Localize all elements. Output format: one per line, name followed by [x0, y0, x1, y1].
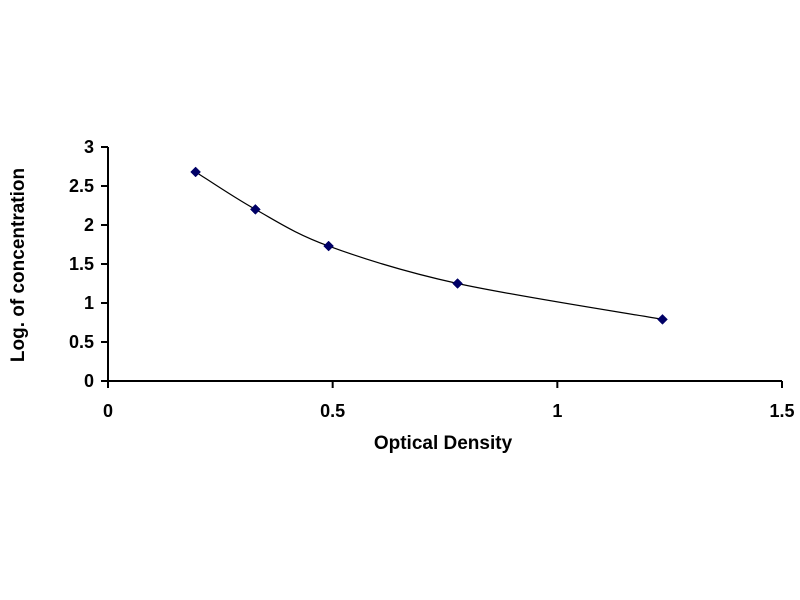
y-ticks: 0 0.5 1 1.5 2 2.5 3 [69, 137, 108, 391]
y-axis-title: Log. of concentration [8, 168, 29, 362]
y-tick-label: 2 [84, 215, 94, 235]
y-tick-label: 3 [84, 137, 94, 157]
axes [107, 147, 782, 382]
series-layer [190, 166, 668, 325]
data-point [657, 314, 668, 325]
x-tick-label: 0 [103, 401, 113, 421]
y-tick-label: 1.5 [69, 254, 94, 274]
data-point [250, 204, 261, 215]
y-tick-label: 1 [84, 293, 94, 313]
data-point [190, 166, 201, 178]
x-axis-title: Optical Density [374, 433, 513, 454]
x-ticks: 0 0.5 1 1.5 [103, 381, 795, 421]
data-point [452, 278, 463, 289]
x-tick-label: 1.5 [769, 401, 794, 421]
y-tick-label: 0.5 [69, 332, 94, 352]
y-tick-label: 0 [84, 371, 94, 391]
x-tick-label: 0.5 [320, 401, 345, 421]
series-line [195, 171, 663, 320]
x-tick-label: 1 [552, 401, 562, 421]
y-tick-label: 2.5 [69, 176, 94, 196]
data-point [323, 240, 334, 252]
